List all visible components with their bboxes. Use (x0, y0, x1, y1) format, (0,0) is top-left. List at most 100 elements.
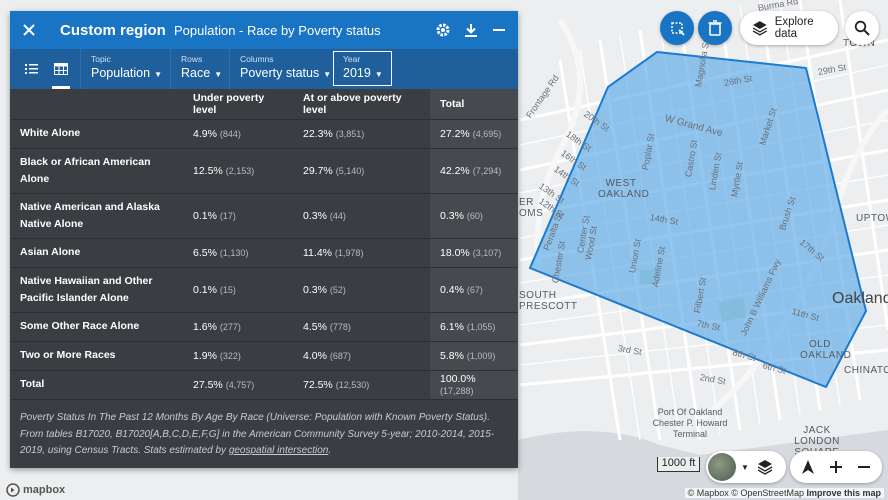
compass-icon[interactable] (801, 459, 815, 475)
table-icon (54, 63, 68, 75)
cell-value: 1.6% (193, 320, 217, 333)
row-label: White Alone (10, 118, 183, 148)
cell-count: (5,140) (335, 165, 365, 176)
year-selector[interactable]: Year 2019 ▼ (333, 51, 392, 86)
download-icon (465, 24, 477, 37)
delete-region-button[interactable] (698, 11, 732, 45)
basemap-switcher[interactable]: ▼ (706, 451, 786, 483)
cell-value: 4.9% (193, 127, 217, 140)
table-row: Native American and Alaska Native Alone … (10, 192, 518, 238)
search-button[interactable] (845, 11, 879, 45)
cell-value: 100.0% (440, 372, 476, 385)
rows-value-text: Race (181, 66, 211, 80)
table-cell: 6.1% (1,055) (430, 311, 518, 341)
select-region-button[interactable] (660, 11, 694, 45)
map-attribution: © Mapbox © OpenStreetMap Improve this ma… (684, 488, 884, 498)
table-cell: 1.6% (277) (183, 311, 293, 341)
row-label: Native Hawaiian and Other Pacific Island… (10, 266, 183, 312)
cell-value: 29.7% (303, 164, 333, 177)
area-label: WEST OAKLAND (598, 178, 650, 200)
rows-value: Race ▼ (181, 64, 222, 84)
cell-count: (1,978) (334, 247, 364, 258)
layers-icon[interactable] (757, 459, 773, 475)
scale-bar: 1000 ft (657, 457, 700, 472)
columns-selector[interactable]: Columns Poverty status ▼ (229, 49, 331, 89)
cell-value: 0.1% (193, 283, 217, 296)
cell-count: (67) (466, 284, 483, 295)
zoom-out-icon[interactable] (857, 460, 871, 474)
topic-value-text: Population (91, 66, 151, 80)
caret-down-icon[interactable]: ▼ (741, 462, 749, 472)
cell-value: 27.2% (440, 127, 470, 140)
cell-value: 0.3% (303, 209, 327, 222)
geospatial-intersection-link[interactable]: geospatial intersection (228, 445, 329, 456)
cell-value: 12.5% (193, 164, 223, 177)
cell-value: 0.3% (440, 209, 464, 222)
cell-count: (277) (219, 321, 241, 332)
satellite-thumbnail[interactable] (708, 453, 736, 481)
topic-value: Population ▼ (91, 64, 162, 84)
map-nav-controls (790, 451, 882, 483)
cell-count: (44) (329, 210, 346, 221)
poi-label: Port Of Oakland Chester P. Howard Termin… (652, 407, 728, 439)
table-cell: 0.1% (15) (183, 266, 293, 312)
data-table: Under poverty level At or above poverty … (10, 89, 518, 399)
table-cell: 11.4% (1,978) (293, 237, 430, 267)
settings-button[interactable] (429, 11, 457, 49)
cell-count: (52) (329, 284, 346, 295)
table-row: Black or African American Alone 12.5% (2… (10, 147, 518, 193)
panel-header: Custom region Population - Race by Pover… (10, 11, 518, 49)
zoom-in-icon[interactable] (829, 460, 843, 474)
cell-count: (3,107) (472, 247, 502, 258)
cell-count: (687) (329, 350, 351, 361)
topic-selector[interactable]: Topic Population ▼ (80, 49, 170, 89)
table-row: Asian Alone 6.5% (1,130) 11.4% (1,978) 1… (10, 237, 518, 267)
cell-count: (1,055) (466, 321, 496, 332)
table-view-button[interactable] (46, 49, 76, 89)
rows-label: Rows (181, 54, 203, 64)
cell-count: (1,009) (466, 350, 496, 361)
table-row: Some Other Race Alone 1.6% (277) 4.5% (7… (10, 311, 518, 341)
table-cell: 27.5% (4,757) (183, 369, 293, 399)
search-icon (854, 20, 870, 36)
minimize-button[interactable] (485, 11, 513, 49)
cell-count: (17,288) (440, 385, 474, 396)
rows-selector[interactable]: Rows Race ▼ (170, 49, 229, 89)
mapbox-logo[interactable]: mapbox (6, 483, 65, 497)
custom-region-polygon (528, 50, 868, 389)
cell-value: 27.5% (193, 378, 223, 391)
cell-count: (12,530) (335, 379, 370, 390)
cell-count: (17) (219, 210, 236, 221)
panel-subtitle: Population - Race by Poverty status (174, 22, 381, 38)
table-header: Under poverty level (183, 89, 293, 120)
year-value-text: 2019 (343, 66, 371, 80)
explore-data-button[interactable]: Explore data (740, 11, 838, 45)
attribution-osm-link[interactable]: © OpenStreetMap (731, 488, 804, 498)
data-panel: Custom region Population - Race by Pover… (10, 11, 518, 468)
cell-count: (322) (219, 350, 241, 361)
table-header: At or above poverty level (293, 89, 430, 120)
panel-toolbar: Topic Population ▼ Rows Race ▼ Columns Pov… (10, 49, 518, 89)
download-button[interactable] (457, 11, 485, 49)
cell-value: 72.5% (303, 378, 333, 391)
cell-value: 0.1% (193, 209, 217, 222)
row-label: Some Other Race Alone (10, 311, 183, 341)
row-label: Native American and Alaska Native Alone (10, 192, 183, 238)
table-cell: 5.8% (1,009) (430, 340, 518, 370)
improve-map-link[interactable]: Improve this map (806, 488, 881, 498)
attribution-mapbox-link[interactable]: © Mapbox (687, 488, 729, 498)
trash-icon (708, 20, 722, 36)
cell-count: (3,851) (335, 128, 365, 139)
cell-value: 22.3% (303, 127, 333, 140)
columns-value-text: Poverty status (240, 66, 320, 80)
close-button[interactable] (10, 11, 48, 49)
footnote-text: Poverty Status In The Past 12 Months By … (20, 412, 495, 456)
list-view-button[interactable] (16, 49, 46, 89)
table-footnote: Poverty Status In The Past 12 Months By … (10, 399, 518, 460)
year-label: Year (343, 54, 361, 64)
cell-value: 0.4% (440, 283, 464, 296)
table-cell: 0.3% (44) (293, 192, 430, 238)
cell-value: 42.2% (440, 164, 470, 177)
table-row-total: Total 27.5% (4,757) 72.5% (12,530) 100.0… (10, 369, 518, 399)
